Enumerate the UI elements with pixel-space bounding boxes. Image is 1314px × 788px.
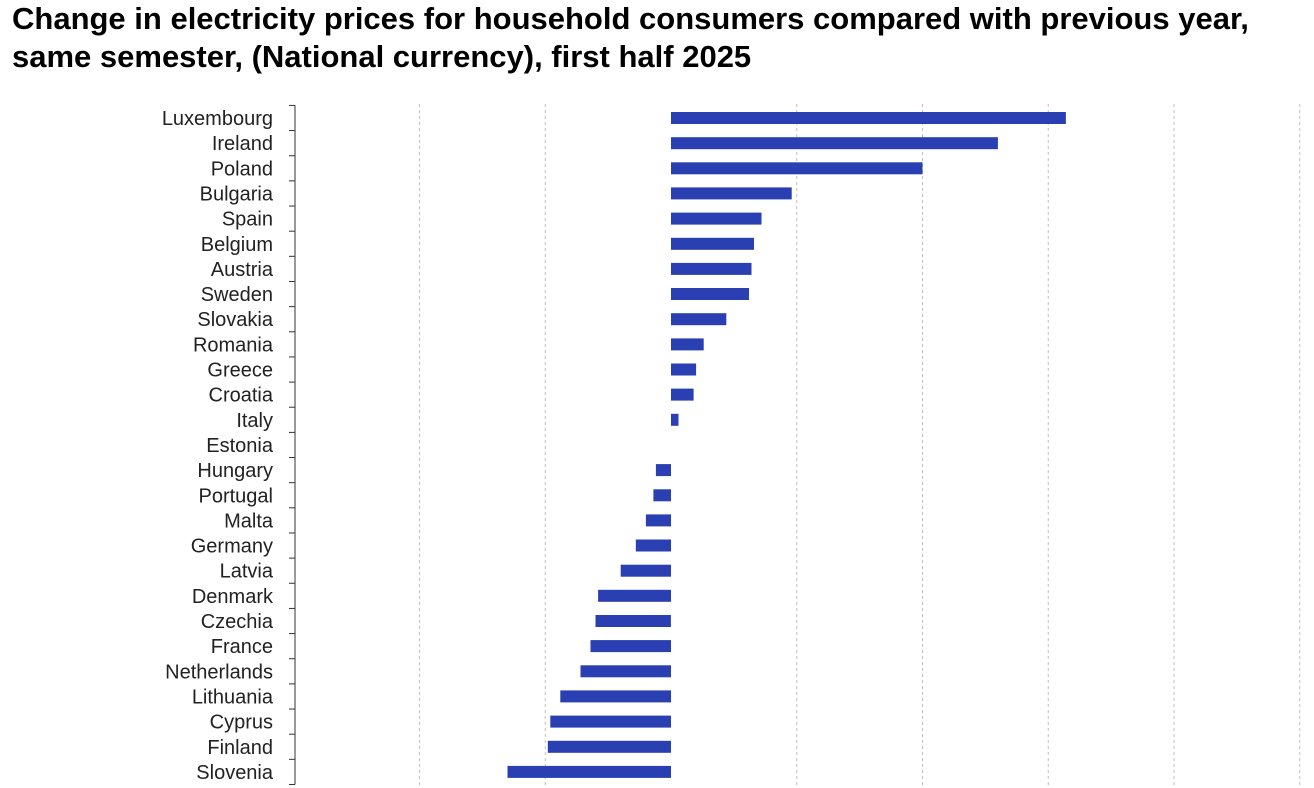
chart-title: Change in electricity prices for househo… bbox=[12, 1, 1249, 74]
grid-lines bbox=[419, 104, 1301, 788]
category-label-sweden: Sweden bbox=[201, 284, 273, 306]
category-label-greece: Greece bbox=[207, 360, 273, 382]
category-label-denmark: Denmark bbox=[192, 586, 274, 608]
bar-netherlands bbox=[580, 665, 671, 678]
bar-slovenia bbox=[507, 765, 671, 778]
bar-bulgaria bbox=[671, 187, 792, 200]
bar-sweden bbox=[671, 288, 749, 300]
bar-spain bbox=[671, 212, 762, 225]
bar-croatia bbox=[671, 388, 694, 401]
category-axis bbox=[289, 104, 296, 785]
category-label-ireland: Ireland bbox=[212, 133, 273, 155]
bar-hungary bbox=[655, 464, 671, 477]
category-label-poland: Poland bbox=[211, 158, 273, 180]
category-label-croatia: Croatia bbox=[209, 385, 274, 407]
category-label-lithuania: Lithuania bbox=[192, 686, 274, 708]
category-label-latvia: Latvia bbox=[220, 561, 274, 583]
bar-italy bbox=[671, 413, 679, 426]
category-label-hungary: Hungary bbox=[197, 460, 273, 482]
bar-malta bbox=[645, 514, 671, 527]
category-label-malta: Malta bbox=[224, 510, 274, 532]
bars bbox=[507, 112, 1066, 778]
category-label-netherlands: Netherlands bbox=[165, 661, 273, 683]
bar-greece bbox=[671, 363, 697, 376]
category-label-slovenia: Slovenia bbox=[196, 762, 274, 784]
bar-france bbox=[590, 640, 671, 653]
category-label-slovakia: Slovakia bbox=[197, 309, 273, 331]
bar-cyprus bbox=[550, 715, 671, 728]
bar-belgium bbox=[671, 237, 754, 250]
category-label-france: France bbox=[211, 636, 273, 658]
bar-latvia bbox=[620, 564, 671, 577]
category-label-estonia: Estonia bbox=[206, 435, 274, 457]
bar-finland bbox=[547, 740, 671, 753]
bar-czechia bbox=[595, 615, 671, 627]
category-label-austria: Austria bbox=[211, 259, 274, 281]
category-labels: Luxembourg Ireland Poland Bulgaria Spain Belg… bbox=[162, 108, 274, 784]
bar-austria bbox=[671, 262, 752, 275]
bar-ireland bbox=[671, 137, 998, 150]
category-label-romania: Romania bbox=[193, 334, 274, 356]
category-label-finland: Finland bbox=[207, 737, 273, 759]
category-label-germany: Germany bbox=[191, 536, 273, 558]
bar-germany bbox=[635, 539, 671, 552]
category-label-portugal: Portugal bbox=[199, 485, 274, 507]
bar-lithuania bbox=[560, 690, 671, 703]
bar-portugal bbox=[653, 489, 671, 502]
category-label-czechia: Czechia bbox=[201, 611, 274, 633]
bar-poland bbox=[671, 162, 923, 175]
category-label-italy: Italy bbox=[236, 410, 273, 432]
category-label-spain: Spain bbox=[222, 209, 273, 231]
category-label-belgium: Belgium bbox=[201, 234, 273, 256]
bar-slovakia bbox=[671, 313, 727, 326]
category-label-cyprus: Cyprus bbox=[210, 712, 273, 734]
bar-romania bbox=[671, 338, 704, 351]
bar-denmark bbox=[598, 589, 671, 602]
category-label-luxembourg: Luxembourg bbox=[162, 108, 273, 130]
bar-luxembourg bbox=[671, 112, 1066, 124]
category-label-bulgaria: Bulgaria bbox=[200, 183, 274, 205]
